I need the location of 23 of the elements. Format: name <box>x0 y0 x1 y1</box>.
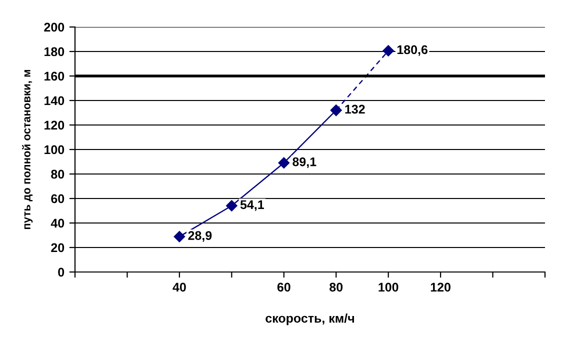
y-tick-label: 180 <box>44 47 64 56</box>
data-label: 180,6 <box>397 45 428 56</box>
y-tick-label: 0 <box>58 268 64 277</box>
y-tick-label: 100 <box>44 145 64 154</box>
y-tick-label: 160 <box>44 72 64 81</box>
x-tick-label: 100 <box>378 282 398 292</box>
x-tick-label: 40 <box>172 282 186 292</box>
y-tick-label: 80 <box>51 170 64 179</box>
x-tick-label: 80 <box>330 282 343 292</box>
x-tick-label: 60 <box>277 282 290 292</box>
x-axis-title: скорость, км/ч <box>266 314 354 326</box>
y-tick-label: 140 <box>44 96 64 106</box>
data-label: 89,1 <box>292 157 316 168</box>
y-tick-label: 120 <box>44 120 64 130</box>
data-label: 132 <box>345 104 365 114</box>
x-tick-label: 120 <box>430 282 450 292</box>
y-tick-label: 20 <box>51 243 64 252</box>
y-tick-label: 60 <box>51 194 64 204</box>
y-axis-title: путь до полной остановки, м <box>22 70 33 229</box>
y-tick-label: 200 <box>44 22 64 32</box>
data-label: 54,1 <box>240 200 264 211</box>
data-label: 28,9 <box>188 231 212 242</box>
y-tick-label: 40 <box>50 218 64 228</box>
